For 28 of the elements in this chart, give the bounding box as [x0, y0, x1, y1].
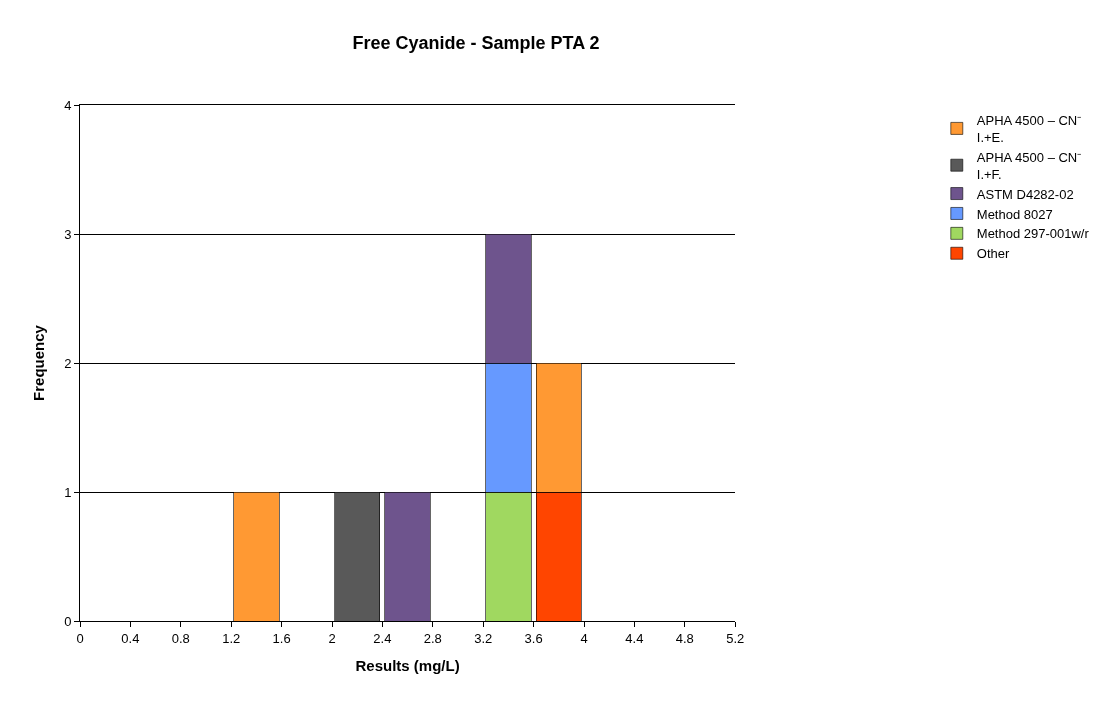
x-tick-label: 0 [76, 630, 84, 646]
legend-label: APHA 4500 – CN⁻ I.+F. [976, 149, 1082, 182]
x-tick-label: 5.2 [726, 630, 745, 646]
x-tick-label: 4.4 [625, 630, 644, 646]
y-tick-label: 3 [64, 226, 72, 242]
x-tick-label: 1.6 [272, 630, 291, 646]
x-tick-label: 3.2 [474, 630, 493, 646]
x-tick-label: 4 [580, 630, 588, 646]
legend-label: Other [976, 246, 1010, 262]
legend-label: ASTM D4282-02 [976, 186, 1074, 202]
x-tick-label: 4.8 [675, 630, 694, 646]
legend-label: APHA 4500 – CN⁻ I.+E. [976, 113, 1082, 145]
x-tick-label: 0.8 [171, 630, 190, 646]
legend-label: Method 8027 [976, 206, 1053, 222]
x-tick-label: 2.8 [423, 630, 442, 646]
y-tick-label: 4 [64, 97, 72, 113]
x-tick-label: 0.4 [121, 630, 140, 646]
chart-title: Free Cyanide - Sample PTA 2 [352, 32, 600, 53]
x-tick-label: 3.6 [524, 630, 543, 646]
x-axis-title: Results (mg/L) [355, 656, 460, 674]
x-tick-label: 1.2 [222, 630, 241, 646]
legend-label: Method 297-001w/r [976, 226, 1090, 242]
x-tick-label: 2.4 [373, 630, 392, 646]
x-tick-label: 2 [328, 630, 336, 646]
y-tick-label: 2 [64, 355, 72, 371]
y-axis-title: Frequency [30, 324, 48, 401]
y-tick-label: 1 [64, 484, 72, 500]
y-tick-label: 0 [64, 613, 72, 629]
